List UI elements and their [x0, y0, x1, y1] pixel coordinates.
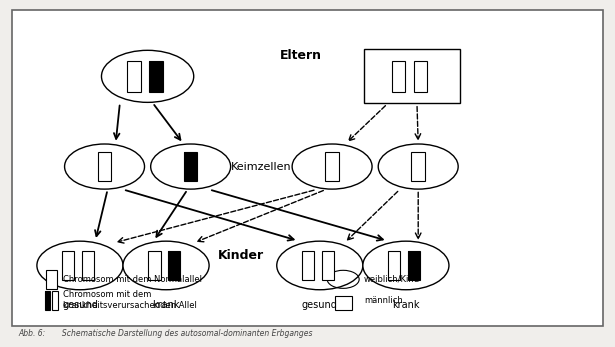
FancyBboxPatch shape [335, 296, 352, 310]
Text: männlich: männlich [364, 296, 403, 305]
FancyBboxPatch shape [52, 291, 58, 310]
FancyBboxPatch shape [98, 152, 111, 181]
FancyBboxPatch shape [45, 291, 50, 310]
FancyBboxPatch shape [408, 251, 420, 280]
Circle shape [123, 241, 209, 290]
FancyBboxPatch shape [148, 251, 161, 280]
FancyBboxPatch shape [168, 251, 180, 280]
Text: Chromosom mit dem
krankheitsverursachenden Allel: Chromosom mit dem krankheitsverursachend… [63, 290, 197, 310]
Circle shape [363, 241, 449, 290]
Text: Chromosom mit dem Normalallel: Chromosom mit dem Normalallel [63, 275, 202, 284]
FancyBboxPatch shape [302, 251, 314, 280]
Circle shape [101, 50, 194, 102]
FancyBboxPatch shape [149, 61, 163, 92]
Text: weiblich/Kind: weiblich/Kind [364, 275, 420, 284]
Circle shape [65, 144, 145, 189]
FancyBboxPatch shape [149, 61, 163, 92]
FancyBboxPatch shape [388, 251, 400, 280]
Text: Kinder: Kinder [218, 248, 264, 262]
FancyBboxPatch shape [364, 49, 460, 103]
Circle shape [277, 241, 363, 290]
Text: Eltern: Eltern [280, 49, 322, 62]
FancyBboxPatch shape [184, 152, 197, 181]
Text: Keimzellen: Keimzellen [231, 162, 292, 171]
FancyBboxPatch shape [392, 61, 405, 92]
FancyBboxPatch shape [408, 251, 420, 280]
FancyBboxPatch shape [325, 152, 339, 181]
Circle shape [37, 241, 123, 290]
FancyBboxPatch shape [322, 251, 334, 280]
FancyBboxPatch shape [127, 61, 141, 92]
FancyBboxPatch shape [46, 270, 57, 289]
Text: gesund: gesund [62, 301, 98, 310]
FancyBboxPatch shape [12, 10, 603, 326]
FancyBboxPatch shape [45, 291, 50, 310]
Text: krank: krank [153, 301, 180, 310]
Circle shape [292, 144, 372, 189]
Text: gesund: gesund [302, 301, 338, 310]
FancyBboxPatch shape [414, 61, 427, 92]
FancyBboxPatch shape [62, 251, 74, 280]
FancyBboxPatch shape [168, 251, 180, 280]
Text: Abb. 6:       Schematische Darstellung des autosomal-dominanten Erbganges: Abb. 6: Schematische Darstellung des aut… [18, 329, 313, 338]
FancyBboxPatch shape [82, 251, 94, 280]
Circle shape [151, 144, 231, 189]
FancyBboxPatch shape [411, 152, 425, 181]
FancyBboxPatch shape [184, 152, 197, 181]
Text: krank: krank [392, 301, 419, 310]
Circle shape [378, 144, 458, 189]
